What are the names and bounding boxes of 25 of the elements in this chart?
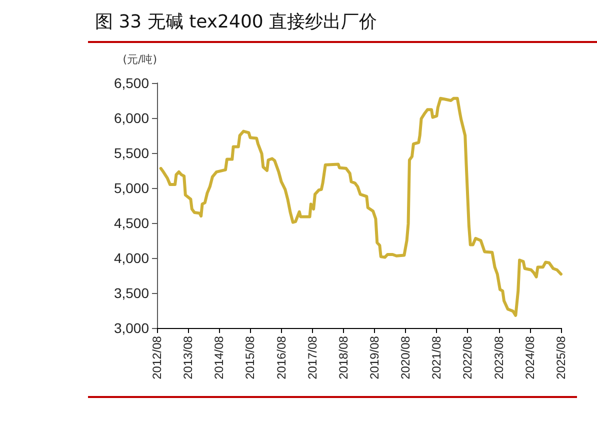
y-tick-label: 6,000: [114, 110, 150, 126]
x-tick-label: 2021/08: [430, 336, 444, 380]
x-tick-label: 2022/08: [460, 336, 475, 380]
y-tick-label: 5,000: [114, 180, 150, 196]
x-tick-label: 2020/08: [398, 336, 413, 380]
x-tick-label: 2012/08: [150, 336, 164, 380]
y-tick-label: 3,000: [114, 320, 150, 336]
x-tick-label: 2013/08: [181, 336, 196, 380]
y-tick-label: 4,500: [114, 215, 150, 231]
x-tick-label: 2025/08: [554, 336, 568, 380]
x-tick-label: 2023/08: [492, 336, 506, 380]
x-tick-label: 2014/08: [212, 336, 226, 380]
x-tick-label: 2016/08: [274, 336, 288, 380]
y-axis-title: (元/吨): [122, 53, 157, 66]
y-tick-label: 4,000: [114, 250, 150, 266]
x-tick-label: 2019/08: [367, 336, 382, 380]
line-series: [159, 96, 562, 317]
x-tick-label: 2024/08: [522, 336, 537, 380]
x-tick-label: 2018/08: [336, 336, 350, 380]
chart-title: 图 33 无碱 tex2400 直接纱出厂价: [95, 12, 378, 32]
y-tick-label: 6,500: [114, 75, 150, 91]
y-tick-label: 5,500: [114, 145, 150, 161]
x-tick-label: 2017/08: [305, 336, 320, 380]
y-tick-label: 3,500: [114, 285, 150, 301]
x-tick-label: 2015/08: [243, 336, 258, 380]
